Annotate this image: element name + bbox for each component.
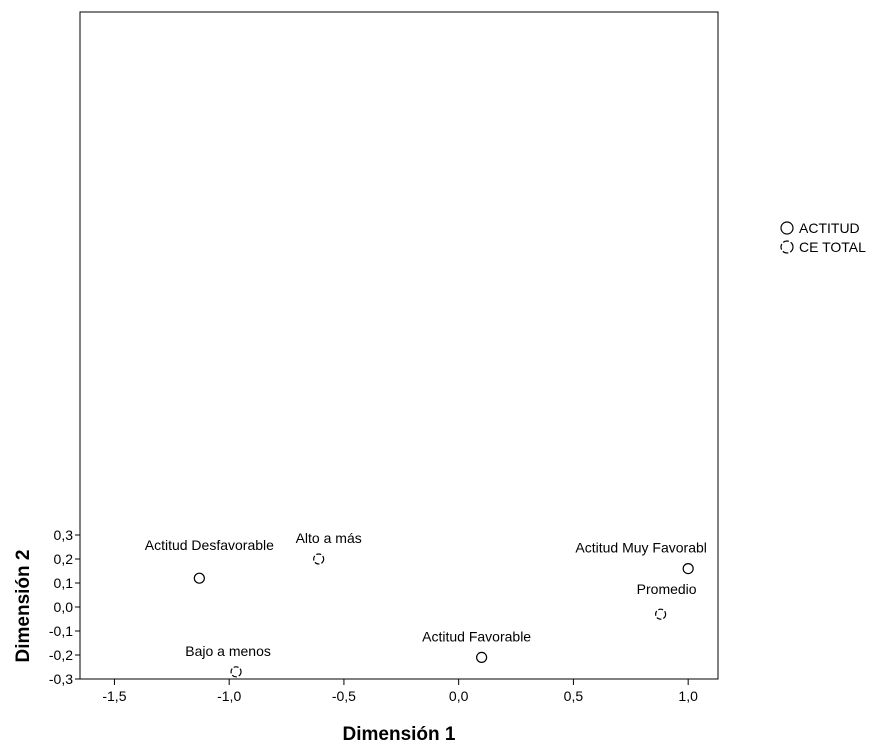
x-axis: -1,5 -1,0 -0,5 0,0 0,5 1,0 (102, 679, 698, 704)
x-axis-title: Dimensión 1 (343, 724, 456, 745)
y-axis: 0,3 0,2 0,1 0,0 -0,1 -0,2 -0,3 (49, 527, 80, 687)
x-tick-label: -1,5 (102, 688, 126, 704)
legend-label: ACTITUD (799, 220, 860, 236)
point-label: Actitud Muy Favorabl (575, 540, 707, 556)
data-point (476, 651, 488, 664)
x-tick-label: 0,5 (564, 688, 584, 704)
point-label: Bajo a menos (185, 643, 271, 659)
data-point (682, 562, 694, 575)
y-tick-label: -0,3 (49, 671, 73, 687)
point-label: Promedio (637, 581, 697, 597)
plot-frame (79, 11, 719, 680)
data-point (193, 572, 205, 584)
x-tick-label: 0,0 (449, 688, 469, 704)
y-tick-label: 0,1 (54, 575, 74, 591)
data-point (230, 666, 242, 678)
x-tick-label: -1,0 (217, 688, 241, 704)
data-point (313, 553, 325, 565)
legend: ACTITUD CE TOTAL (780, 220, 866, 255)
point-label: Actitud Favorable (422, 628, 531, 644)
x-tick-label: 1,0 (678, 688, 698, 704)
point-label: Actitud Desfavorable (145, 537, 274, 553)
legend-marker (780, 240, 794, 254)
y-tick-label: 0,2 (54, 551, 74, 567)
legend-label: CE TOTAL (799, 239, 866, 255)
y-tick-label: -0,2 (49, 647, 73, 663)
data-point (655, 608, 667, 620)
legend-marker (780, 221, 794, 235)
y-axis-title: Dimensión 2 (13, 550, 34, 663)
data-points: Actitud Desfavorable Actitud Favorable Act… (145, 530, 707, 678)
y-tick-label: -0,1 (49, 623, 73, 639)
x-tick-label: -0,5 (332, 688, 356, 704)
y-tick-label: 0,0 (54, 599, 74, 615)
point-label: Alto a más (296, 530, 362, 546)
y-tick-label: 0,3 (54, 527, 74, 543)
